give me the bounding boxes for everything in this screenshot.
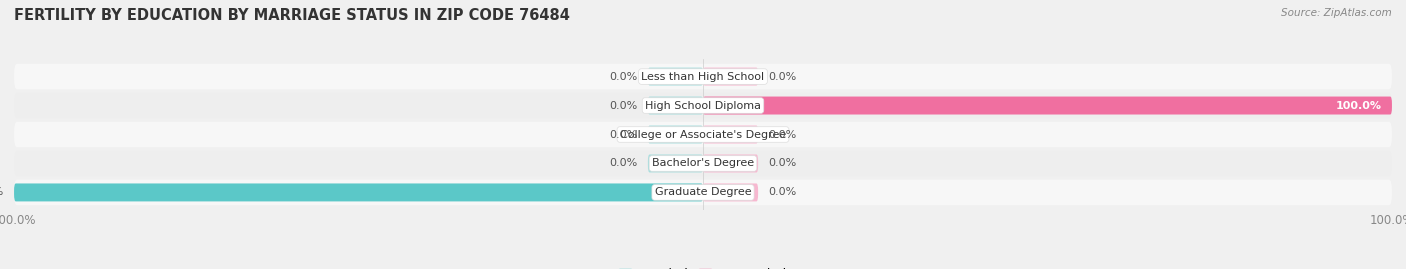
Text: 0.0%: 0.0% (769, 72, 797, 82)
FancyBboxPatch shape (14, 64, 1392, 89)
FancyBboxPatch shape (648, 154, 703, 172)
FancyBboxPatch shape (14, 122, 1392, 147)
FancyBboxPatch shape (703, 68, 758, 86)
FancyBboxPatch shape (703, 154, 758, 172)
Text: 0.0%: 0.0% (769, 187, 797, 197)
FancyBboxPatch shape (14, 180, 1392, 205)
Text: College or Associate's Degree: College or Associate's Degree (620, 129, 786, 140)
Text: 0.0%: 0.0% (769, 158, 797, 168)
FancyBboxPatch shape (703, 183, 758, 201)
Legend: Married, Unmarried: Married, Unmarried (613, 263, 793, 269)
FancyBboxPatch shape (14, 183, 703, 201)
FancyBboxPatch shape (648, 126, 703, 143)
Text: Source: ZipAtlas.com: Source: ZipAtlas.com (1281, 8, 1392, 18)
FancyBboxPatch shape (14, 151, 1392, 176)
Text: Less than High School: Less than High School (641, 72, 765, 82)
Text: 100.0%: 100.0% (1336, 101, 1382, 111)
Text: High School Diploma: High School Diploma (645, 101, 761, 111)
FancyBboxPatch shape (648, 97, 703, 115)
Text: FERTILITY BY EDUCATION BY MARRIAGE STATUS IN ZIP CODE 76484: FERTILITY BY EDUCATION BY MARRIAGE STATU… (14, 8, 569, 23)
FancyBboxPatch shape (648, 68, 703, 86)
Text: Bachelor's Degree: Bachelor's Degree (652, 158, 754, 168)
Text: 100.0%: 100.0% (0, 187, 4, 197)
Text: 0.0%: 0.0% (769, 129, 797, 140)
Text: 0.0%: 0.0% (609, 158, 637, 168)
FancyBboxPatch shape (703, 97, 1392, 115)
FancyBboxPatch shape (703, 126, 758, 143)
Text: 0.0%: 0.0% (609, 101, 637, 111)
FancyBboxPatch shape (14, 93, 1392, 118)
Text: 0.0%: 0.0% (609, 129, 637, 140)
Text: Graduate Degree: Graduate Degree (655, 187, 751, 197)
Text: 0.0%: 0.0% (609, 72, 637, 82)
